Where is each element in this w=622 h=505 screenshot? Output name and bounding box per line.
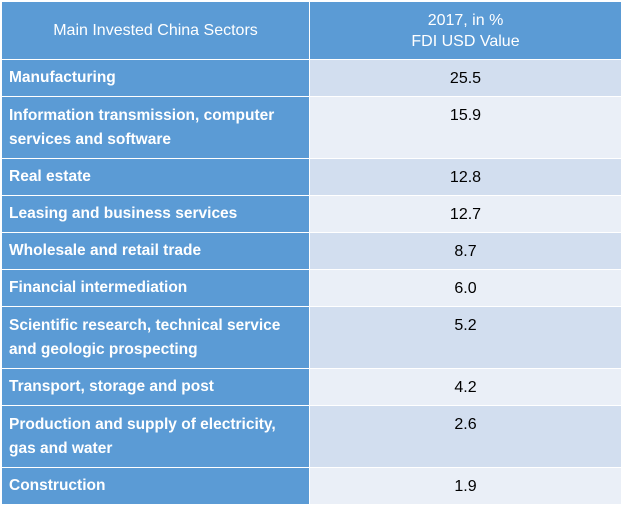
header-value-line2: FDI USD Value [411,32,520,50]
table-row: Production and supply of electricity, ga… [1,405,622,468]
header-value-line1: 2017, in % [427,11,504,29]
sector-value: 2.6 [309,405,622,468]
table-row: Construction 1.9 [1,467,622,505]
sector-name: Transport, storage and post [1,368,310,406]
sector-value: 4.2 [309,368,622,406]
sector-name: Manufacturing [1,59,310,97]
header-value: 2017, in % FDI USD Value [309,1,622,60]
sector-name: Information transmission, computer servi… [1,96,310,159]
sector-name: Construction [1,467,310,505]
table-row: Wholesale and retail trade 8.7 [1,232,622,270]
sector-value: 15.9 [309,96,622,159]
sector-name: Wholesale and retail trade [1,232,310,270]
sector-value: 1.9 [309,467,622,505]
sector-value: 5.2 [309,306,622,369]
table-row: Real estate 12.8 [1,158,622,196]
sector-name: Production and supply of electricity, ga… [1,405,310,468]
table-row: Information transmission, computer servi… [1,96,622,159]
header-row: Main Invested China Sectors 2017, in % F… [1,1,622,60]
sector-name: Financial intermediation [1,269,310,307]
sector-name: Leasing and business services [1,195,310,233]
sector-name: Scientific research, technical service a… [1,306,310,369]
table-row: Scientific research, technical service a… [1,306,622,369]
sector-value: 8.7 [309,232,622,270]
table-row: Financial intermediation 6.0 [1,269,622,307]
sector-value: 12.7 [309,195,622,233]
table-row: Leasing and business services 12.7 [1,195,622,233]
table-row: Manufacturing 25.5 [1,59,622,97]
header-sector: Main Invested China Sectors [1,1,310,60]
sector-value: 12.8 [309,158,622,196]
table-row: Transport, storage and post 4.2 [1,368,622,406]
sector-name: Real estate [1,158,310,196]
sector-value: 6.0 [309,269,622,307]
sector-value: 25.5 [309,59,622,97]
